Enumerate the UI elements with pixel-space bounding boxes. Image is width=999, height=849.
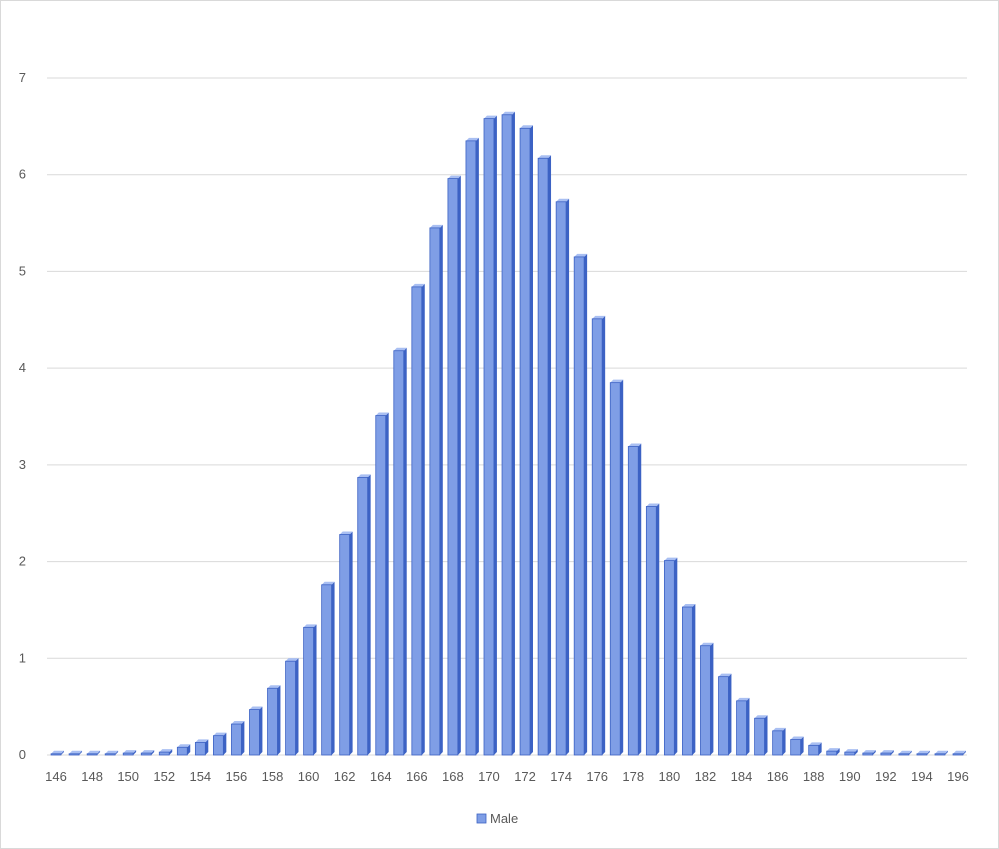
bar-177 (609, 379, 624, 756)
bar-164 (375, 412, 389, 756)
y-tick-label: 7 (19, 70, 26, 85)
bar-146 (50, 750, 64, 756)
bars (50, 111, 966, 756)
x-tick-label: 182 (695, 769, 717, 784)
x-tick-label: 172 (514, 769, 536, 784)
bar-194 (916, 750, 930, 756)
bar-155 (213, 732, 227, 756)
x-tick-label: 188 (803, 769, 825, 784)
y-tick-label: 1 (19, 650, 26, 665)
legend-swatch-male (476, 813, 487, 824)
x-tick-label: 192 (875, 769, 897, 784)
bar-184 (736, 697, 750, 756)
bar-161 (321, 581, 335, 756)
bar-174 (555, 198, 570, 756)
legend-label-male: Male (490, 811, 518, 826)
bar-179 (645, 503, 660, 756)
bar-191 (862, 750, 876, 756)
y-tick-label: 5 (19, 263, 26, 278)
bar-147 (68, 750, 83, 756)
y-tick-label: 6 (19, 167, 26, 182)
x-tick-label: 174 (550, 769, 572, 784)
y-tick-label: 3 (19, 457, 26, 472)
bar-169 (465, 137, 479, 756)
x-tick-label: 156 (226, 769, 248, 784)
bar-192 (880, 750, 894, 756)
bar-170 (483, 115, 497, 756)
x-tick-label: 162 (334, 769, 356, 784)
y-tick-label: 4 (19, 360, 26, 375)
y-tick-label: 0 (19, 747, 26, 762)
x-tick-label: 150 (117, 769, 139, 784)
x-tick-label: 146 (45, 769, 67, 784)
bar-189 (826, 748, 840, 756)
bar-149 (104, 750, 119, 756)
x-tick-label: 160 (298, 769, 320, 784)
x-axis-ticks: 146 148 150 152 154 156 158 160 162 164 166 168 170 1… (45, 769, 969, 784)
x-tick-label: 178 (622, 769, 644, 784)
bar-195 (934, 750, 948, 756)
bar-181 (682, 604, 696, 756)
x-tick-label: 180 (659, 769, 681, 784)
bar-151 (140, 750, 155, 756)
bar-183 (718, 673, 732, 756)
bar-154 (194, 739, 209, 756)
bar-186 (772, 727, 786, 756)
bar-175 (573, 253, 588, 756)
x-tick-label: 166 (406, 769, 428, 784)
x-tick-label: 194 (911, 769, 933, 784)
legend: Male (476, 811, 518, 826)
bar-159 (285, 658, 299, 756)
bar-165 (393, 347, 407, 756)
x-tick-label: 148 (81, 769, 103, 784)
y-axis-ticks: 0 1 2 3 4 5 6 7 (19, 70, 26, 762)
bar-185 (754, 715, 768, 756)
x-tick-label: 184 (731, 769, 753, 784)
bar-187 (790, 736, 804, 756)
x-tick-label: 158 (262, 769, 284, 784)
x-tick-label: 154 (189, 769, 211, 784)
bar-156 (231, 721, 245, 756)
x-tick-label: 196 (947, 769, 969, 784)
bar-163 (357, 474, 371, 756)
bar-173 (537, 155, 552, 756)
x-tick-label: 170 (478, 769, 500, 784)
bar-166 (411, 283, 425, 756)
x-tick-label: 164 (370, 769, 392, 784)
bar-176 (591, 315, 606, 756)
bar-171 (501, 111, 515, 756)
x-tick-label: 152 (153, 769, 175, 784)
bar-168 (447, 175, 461, 756)
x-tick-label: 190 (839, 769, 861, 784)
bar-182 (700, 642, 714, 756)
bar-150 (122, 750, 137, 756)
bar-190 (844, 749, 858, 756)
y-tick-label: 2 (19, 554, 26, 569)
bar-157 (249, 706, 263, 756)
bar-148 (86, 750, 101, 756)
bar-172 (519, 125, 533, 756)
bar-158 (267, 685, 281, 756)
bar-160 (303, 624, 317, 756)
bar-188 (808, 742, 822, 756)
bar-196 (952, 750, 966, 756)
bar-180 (663, 557, 678, 756)
x-tick-label: 168 (442, 769, 464, 784)
x-tick-label: 176 (586, 769, 608, 784)
bar-152 (158, 749, 173, 756)
bar-193 (898, 750, 912, 756)
x-tick-label: 186 (767, 769, 789, 784)
bar-167 (429, 224, 443, 756)
bar-178 (627, 443, 642, 756)
bar-162 (339, 531, 353, 756)
bar-153 (176, 744, 191, 756)
